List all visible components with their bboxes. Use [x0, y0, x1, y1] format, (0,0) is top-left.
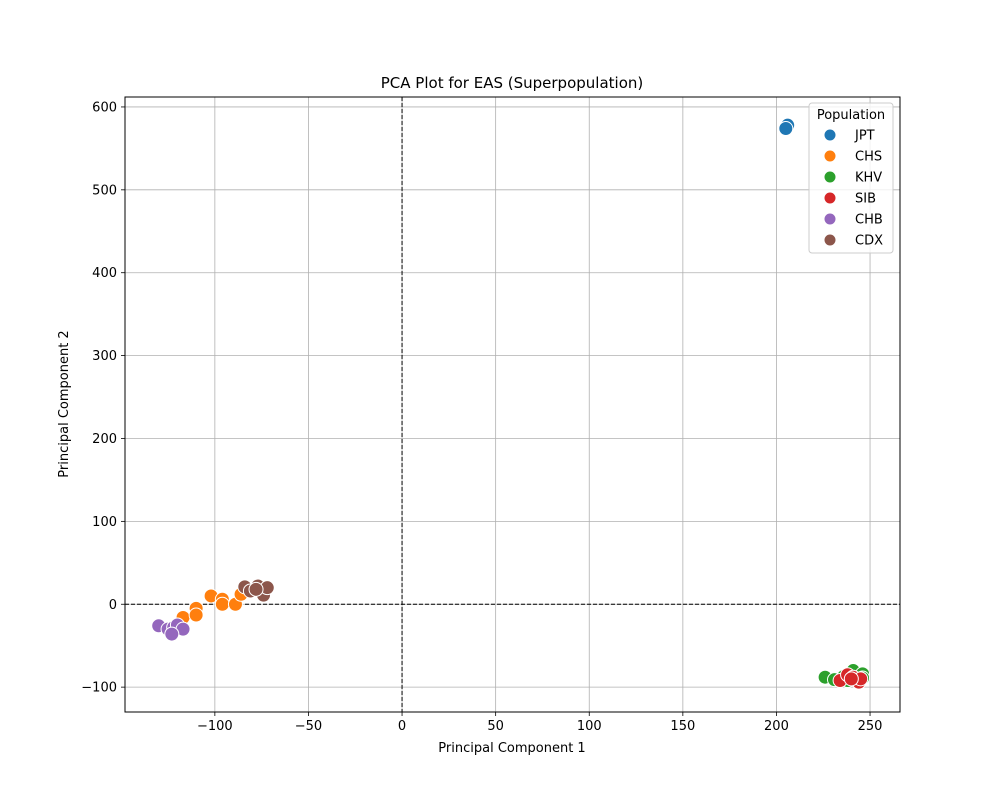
x-tick-label: 0	[398, 719, 406, 734]
grid-lines	[125, 97, 900, 712]
y-tick-label: 300	[92, 349, 117, 364]
y-tick-label: 200	[92, 432, 117, 447]
legend-label-cdx: CDX	[855, 234, 883, 249]
data-point-chb	[164, 626, 180, 642]
legend-marker-cdx	[823, 233, 837, 247]
data-point-sib	[843, 671, 859, 687]
data-points	[151, 117, 871, 690]
plot-frame	[124, 96, 901, 713]
legend-label-khv: KHV	[855, 171, 882, 186]
data-point-jpt	[778, 120, 794, 136]
legend-marker-chs	[823, 149, 837, 163]
x-tick-label: −100	[197, 719, 233, 734]
y-axis-label: Principal Component 2	[57, 330, 72, 477]
x-tick-label: 50	[487, 719, 504, 734]
x-tick-label: 100	[577, 719, 602, 734]
legend-marker-jpt	[823, 128, 837, 142]
legend-label-sib: SIB	[855, 192, 876, 207]
legend: Population JPT CHS KHV SIB CHB CDX	[808, 102, 894, 254]
legend-label-chb: CHB	[855, 213, 883, 228]
legend-label-chs: CHS	[855, 150, 882, 165]
x-tick-label: −50	[295, 719, 322, 734]
legend-marker-chb	[823, 212, 837, 226]
data-point-cdx	[248, 581, 264, 597]
y-tick-label: 100	[92, 515, 117, 530]
legend-label-jpt: JPT	[854, 129, 875, 144]
x-axis-label: Principal Component 1	[438, 741, 585, 756]
x-tick-label: 200	[764, 719, 789, 734]
x-axis-ticks: −100 −50 0 50 100 150 200 250	[197, 712, 882, 734]
legend-marker-sib	[823, 191, 837, 205]
y-axis-ticks: −100 0 100 200 300 400 500 600	[81, 100, 125, 696]
data-point-chs	[188, 607, 204, 623]
reference-lines	[125, 97, 900, 712]
y-tick-label: 400	[92, 266, 117, 281]
legend-title: Population	[817, 108, 885, 123]
chart-title: PCA Plot for EAS (Superpopulation)	[381, 74, 643, 92]
x-tick-label: 150	[670, 719, 695, 734]
y-tick-label: 0	[109, 598, 117, 613]
y-tick-label: 600	[92, 100, 117, 115]
legend-marker-khv	[823, 170, 837, 184]
data-point-chs	[214, 596, 230, 612]
x-tick-label: 250	[858, 719, 883, 734]
y-tick-label: −100	[81, 681, 117, 696]
y-tick-label: 500	[92, 183, 117, 198]
